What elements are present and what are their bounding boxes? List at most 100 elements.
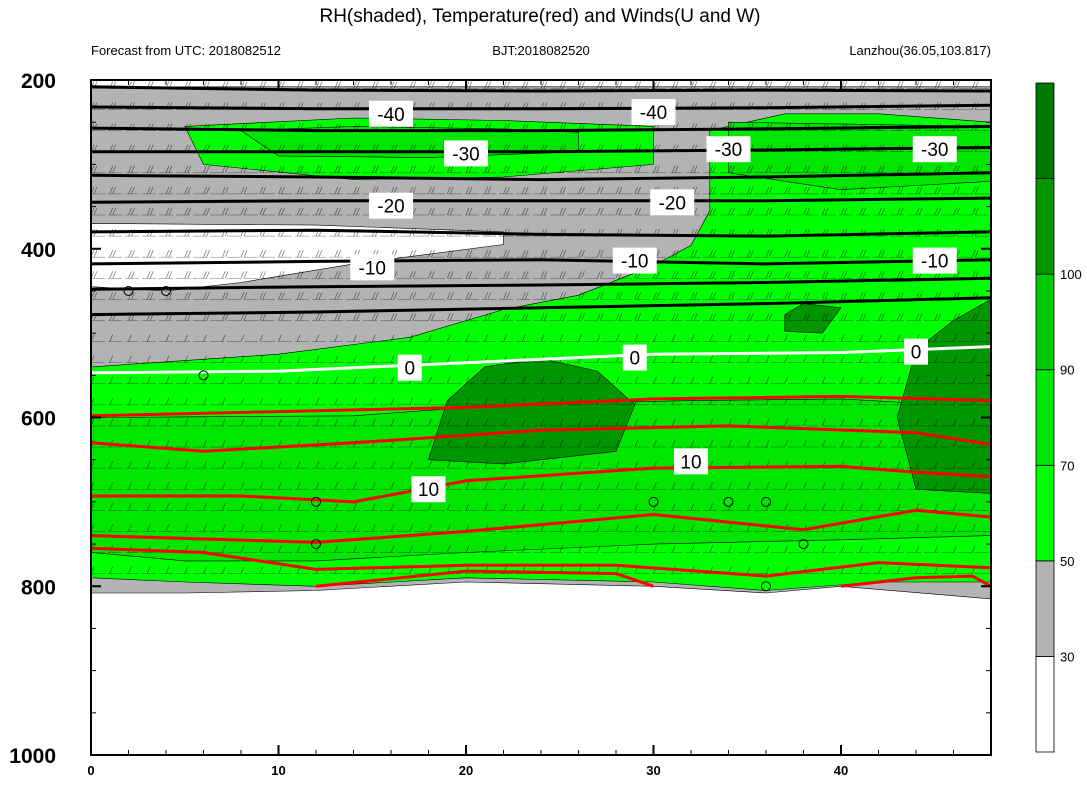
wind-barb-flag-21-27-0: [596, 524, 601, 532]
wind-barb-flag-11-29-1: [637, 313, 642, 321]
wind-barb-flag-14-39-0: [821, 376, 826, 384]
wind-barb-flag-14-42-0: [878, 376, 882, 384]
wind-barb-flag-13-36-0: [765, 355, 770, 363]
wind-barb-flag-6-29-1: [637, 207, 642, 216]
contour-label-9: -10: [921, 252, 948, 273]
wind-barb-flag-8-3-0: [146, 250, 151, 258]
wind-barb-flag-8-6-1: [206, 250, 210, 258]
wind-barb-flag-9-24-1: [543, 271, 548, 279]
wind-barb-flag-0-16-0: [390, 81, 395, 89]
wind-barb-flag-22-11-0: [296, 545, 301, 553]
wind-barb-flag-5-35-0: [746, 186, 751, 195]
wind-barb-flag-20-7-0: [221, 503, 226, 511]
wind-barb-flag-14-27-0: [596, 376, 601, 384]
wind-barb-flag-21-17-0: [409, 524, 414, 532]
wind-barb-flag-12-25-0: [559, 334, 564, 342]
wind-barb-flag-21-9-0: [259, 524, 264, 532]
wind-barb-flag-22-25-0: [559, 545, 564, 553]
wind-barb-flag-11-40-1: [843, 313, 848, 321]
temperature-contour-7: [91, 258, 991, 266]
wind-barb-flag-0-48-1: [994, 81, 997, 88]
wind-barb-flag-19-44-0: [915, 482, 920, 490]
wind-barb-flag-4-26-0: [578, 165, 582, 173]
wind-barb-flag-18-2-0: [128, 460, 132, 469]
wind-barb-flag-11-44-0: [915, 313, 920, 321]
wind-barb-flag-9-4-0: [165, 271, 170, 279]
wind-barb-flag-19-28-0: [615, 482, 620, 490]
wind-barb-flag-16-3-0: [146, 418, 151, 427]
wind-barb-flag-0-44-0: [915, 81, 920, 89]
wind-barb-flag-9-47-0: [971, 271, 976, 279]
wind-barb-flag-6-46-1: [956, 207, 960, 216]
wind-barb-flag-4-17-1: [412, 165, 417, 173]
wind-barb-flag-6-14-1: [356, 207, 360, 216]
wind-barb-flag-10-39-0: [821, 292, 826, 300]
wind-barb-flag-17-20-0: [465, 439, 470, 448]
wind-barb-flag-9-24-0: [540, 271, 545, 279]
wind-barb-flag-12-23-0: [521, 334, 526, 342]
wind-barb-flag-4-22-1: [506, 165, 510, 173]
wind-barb-flag-12-12-0: [315, 334, 320, 342]
wind-barb-flag-11-20-1: [468, 313, 473, 321]
contour-label-box-12: [904, 338, 928, 365]
wind-barb-flag-18-7-0: [221, 460, 226, 469]
wind-barb-flag-19-10-0: [278, 482, 282, 490]
wind-barb-flag-16-1-0: [109, 418, 114, 427]
wind-barb-flag-19-47-0: [971, 482, 976, 490]
wind-barb-flag-5-20-0: [465, 186, 470, 195]
wind-barb-flag-20-18-0: [428, 503, 432, 511]
wind-barb-flag-11-7-0: [221, 313, 226, 321]
wind-barb-flag-14-36-0: [765, 376, 770, 384]
wind-barb-flag-20-3-0: [146, 503, 151, 511]
wind-barb-flag-13-19-0: [446, 355, 451, 363]
wind-barb-flag-22-35-0: [746, 545, 751, 553]
wind-barb-flag-10-43-0: [896, 292, 901, 300]
wind-barb-flag-19-30-0: [653, 482, 657, 490]
wind-barb-flag-20-10-0: [278, 503, 282, 511]
wind-barb-flag-10-36-1: [768, 292, 773, 300]
wind-barb-flag-9-8-1: [243, 271, 248, 279]
wind-barb-flag-9-26-1: [581, 271, 585, 279]
wind-barb-flag-4-18-0: [428, 165, 432, 173]
wind-barb-flag-4-44-1: [918, 165, 923, 173]
wind-barb-flag-18-44-0: [915, 460, 920, 469]
wind-barb-flag-8-26-0: [578, 250, 582, 258]
chart-title: RH(shaded), Temperature(red) and Winds(U…: [319, 6, 760, 27]
wind-barb-flag-22-46-0: [953, 545, 957, 553]
wind-barb-flag-6-2-0: [128, 207, 132, 216]
wind-barb-flag-6-20-0: [465, 207, 470, 216]
wind-barb-flag-0-32-1: [693, 81, 698, 89]
wind-barb-flag-11-15-0: [371, 313, 376, 321]
wind-barb-flag-8-33-1: [712, 250, 717, 258]
wind-barb-flag-18-15-0: [371, 460, 376, 469]
wind-barb-flag-13-13-0: [334, 355, 339, 363]
wind-barb-flag-5-8-0: [240, 186, 245, 195]
wind-barb-flag-0-42-0: [878, 81, 882, 89]
temperature-contour-12: [91, 424, 991, 453]
wind-barb-flag-10-43-1: [899, 292, 904, 300]
wind-barb-flag-16-40-0: [840, 418, 845, 427]
wind-barb-flag-14-28-0: [615, 376, 620, 384]
wind-barb-flag-10-41-1: [862, 292, 867, 300]
wind-barb-flag-4-19-1: [449, 165, 454, 173]
wind-barb-flag-18-46-0: [953, 460, 957, 469]
wind-barb-flag-0-12-0: [315, 81, 320, 89]
wind-barb-flag-2-48-1: [994, 124, 997, 131]
wind-barb-flag-10-34-0: [728, 292, 732, 300]
wind-barb-flag-9-33-0: [709, 271, 714, 279]
wind-barb-flag-11-13-0: [334, 313, 339, 321]
wind-barb-flag-23-43-0: [896, 566, 901, 574]
wind-barb-flag-0-15-1: [374, 81, 379, 89]
temperature-contour-11: [91, 394, 991, 418]
wind-barb-flag-21-2-0: [128, 524, 132, 532]
wind-barb-flag-5-9-1: [262, 186, 267, 195]
wind-barb-flag-11-18-1: [431, 313, 435, 321]
wind-barb-flag-17-36-0: [765, 439, 770, 448]
wind-barb-flag-22-41-0: [859, 545, 864, 553]
wind-barb-flag-9-6-1: [206, 271, 210, 279]
wind-barb-flag-6-27-0: [596, 207, 601, 216]
wind-barb-flag-14-46-0: [953, 376, 957, 384]
wind-barb-flag-17-30-0: [653, 439, 657, 448]
wind-barb-flag-11-19-0: [446, 313, 451, 321]
wind-barb-flag-23-35-0: [746, 566, 751, 574]
